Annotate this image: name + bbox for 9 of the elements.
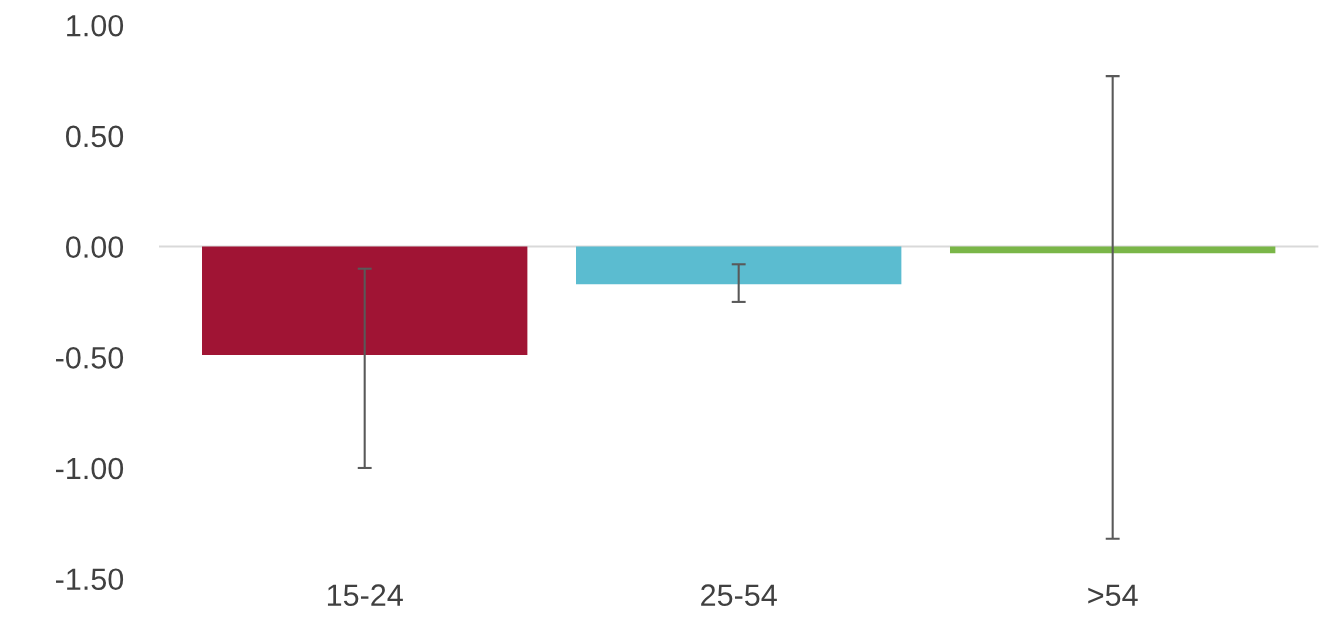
x-tick-label: >54: [1088, 584, 1138, 606]
y-tick-label: 1.00: [67, 14, 124, 37]
x-tick-label: 15-24: [327, 584, 403, 606]
y-tick-label: -1.50: [56, 568, 124, 591]
x-tick-label: 25-54: [701, 584, 777, 606]
y-tick-label: -1.00: [56, 457, 124, 480]
y-tick-label: 0.00: [66, 236, 124, 258]
y-tick-label: -0.50: [56, 347, 124, 369]
y-tick-label: 0.50: [66, 125, 124, 148]
